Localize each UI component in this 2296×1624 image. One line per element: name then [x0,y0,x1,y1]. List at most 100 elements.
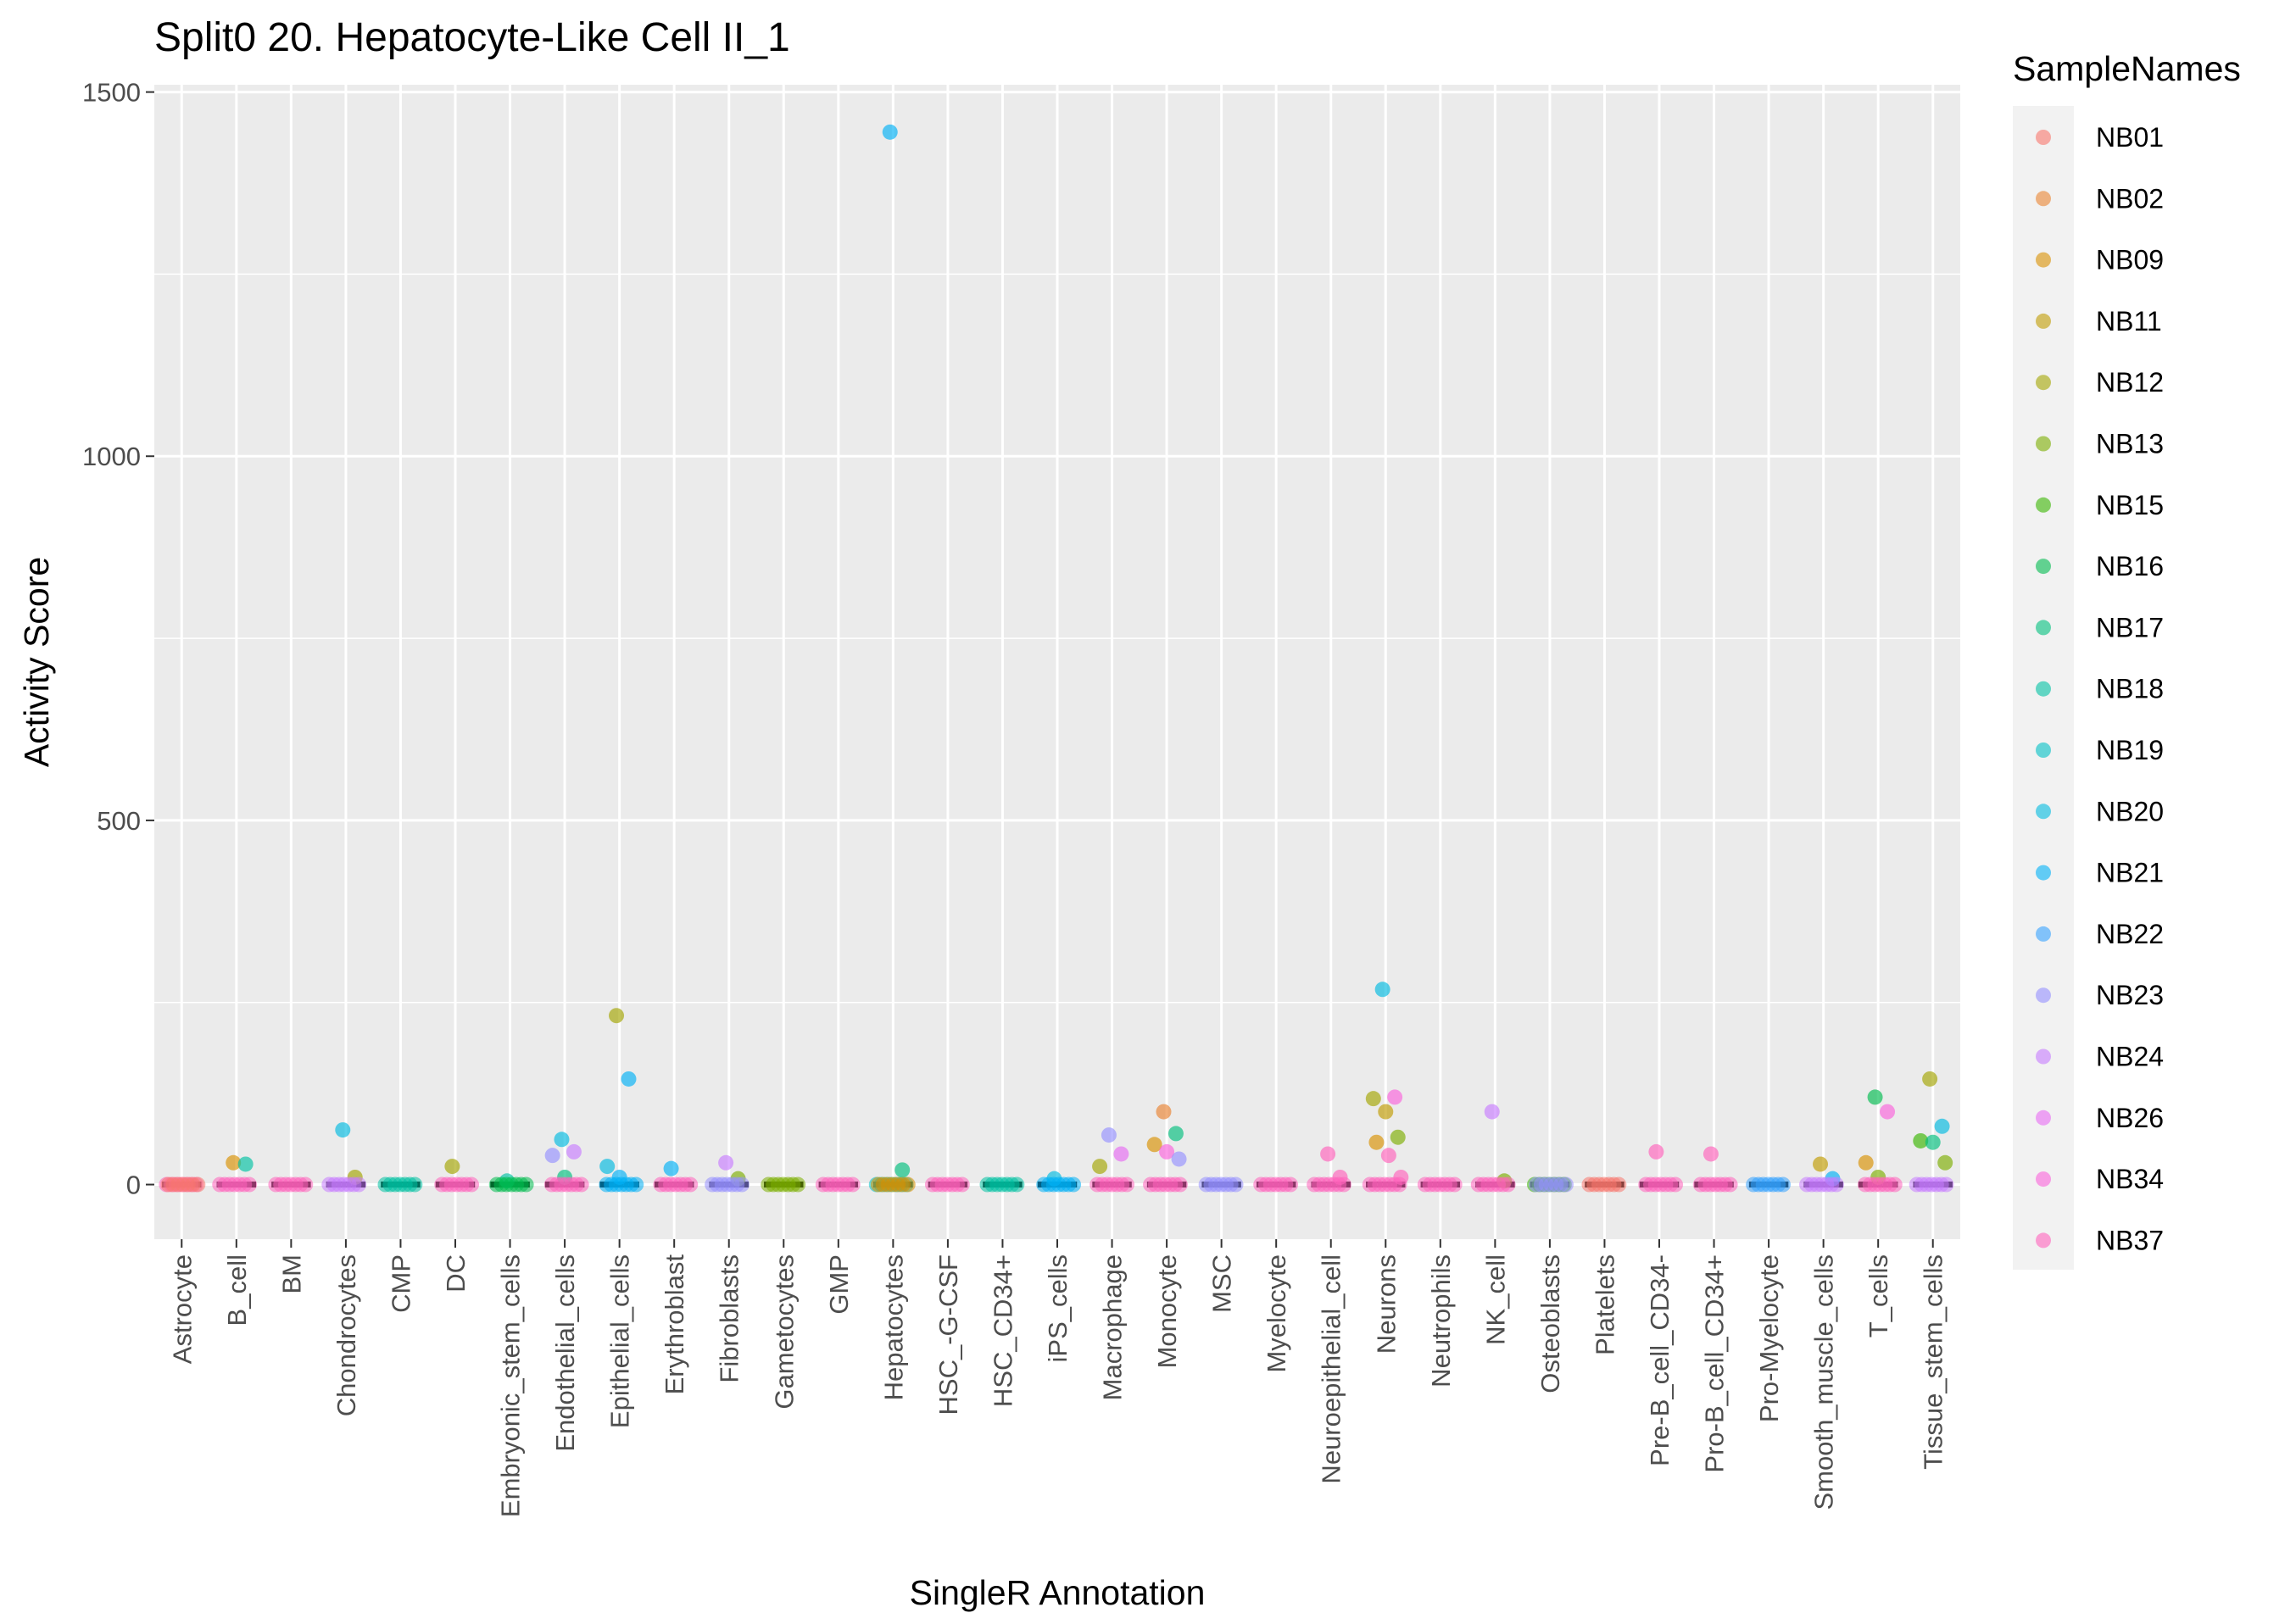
legend-label-nb34: NB34 [2096,1164,2164,1194]
data-point-nb02 [1156,1104,1172,1120]
x-tick-label: Chondrocytes [332,1254,361,1416]
data-point-nb20 [599,1159,616,1175]
legend-label-nb11: NB11 [2096,306,2162,336]
y-axis-title: Activity Score [17,557,56,767]
data-point-nb20 [554,1132,570,1148]
x-tick-label: iPS_cells [1043,1254,1073,1363]
data-point-nb18 [1009,1176,1025,1193]
data-point-nb11 [1378,1104,1394,1120]
x-tick-label: BM [276,1254,306,1294]
legend-label-nb20: NB20 [2096,796,2164,826]
x-tick-label: HSC_-G-CSF [933,1254,963,1415]
x-tick-label: Pro-Myelocyte [1754,1254,1784,1422]
legend-label-nb12: NB12 [2096,367,2164,398]
data-point-nb37 [844,1176,861,1193]
data-point-nb37 [573,1176,589,1193]
data-point-nb37 [1446,1176,1463,1193]
legend-label-nb16: NB16 [2096,551,2164,581]
legend-key-nb16 [2036,559,2051,575]
legend-label-nb15: NB15 [2096,490,2164,520]
data-point-nb24 [718,1154,734,1171]
legend-key-nb21 [2036,865,2051,881]
data-point-nb37 [1500,1176,1516,1193]
legend-key-nb19 [2036,742,2051,758]
data-point-nb34 [1880,1104,1896,1120]
legend-key-nb11 [2036,313,2051,329]
data-point-nb26 [1113,1146,1129,1162]
data-point-nb37 [954,1176,970,1193]
data-point-nb09 [226,1154,242,1171]
x-tick-label: NK_cell [1480,1254,1510,1345]
x-tick-label: Astrocyte [167,1254,197,1364]
data-point-nb18 [407,1176,423,1193]
data-point-nb22 [1775,1176,1791,1193]
data-point-nb37 [1283,1176,1299,1193]
x-tick-label: DC [441,1254,471,1293]
legend-key-nb37 [2036,1232,2051,1249]
legend-label-nb17: NB17 [2096,612,2164,642]
legend-key-nb17 [2036,620,2051,636]
data-point-nb12 [444,1159,460,1175]
data-point-nb20 [335,1122,351,1138]
legend-label-nb02: NB02 [2096,183,2164,214]
data-point-nb37 [1722,1176,1738,1193]
y-tick-label: 1500 [82,78,141,108]
x-axis-title: SingleR Annotation [910,1573,1206,1612]
legend-key-nb12 [2036,375,2051,391]
x-tick-label: Neurons [1371,1254,1401,1354]
data-points [159,124,1954,1193]
legend-label-nb23: NB23 [2096,980,2164,1010]
x-tick-label: Hepatocytes [878,1254,908,1400]
x-tick-label: Fibroblasts [715,1254,744,1383]
legend-label-nb22: NB22 [2096,919,2164,949]
data-point-nb13 [790,1176,806,1193]
x-tick-label: Pro-B_cell_CD34+ [1700,1254,1730,1473]
legend-label-nb26: NB26 [2096,1103,2164,1133]
data-point-nb37 [1391,1176,1407,1193]
data-point-nb12 [1365,1091,1381,1107]
x-axis: Astrocyte B_cell BM Chondrocytes CMP DC Embryo… [167,1239,1948,1517]
data-point-nb37 [1886,1176,1903,1193]
y-tick-label: 500 [97,806,141,836]
data-point-nb17 [894,1162,911,1178]
data-point-nb24 [1938,1176,1954,1193]
data-point-nb24 [351,1176,367,1193]
data-point-nb20 [1934,1118,1950,1134]
data-point-nb23 [1558,1176,1574,1193]
legend-key-nb09 [2036,252,2051,268]
data-point-nb17 [1168,1126,1184,1142]
data-point-nb21 [663,1160,679,1176]
data-point-nb21 [628,1176,644,1193]
y-axis: 0 500 1000 1500 [82,78,154,1200]
x-tick-label: Erythroblast [660,1254,689,1395]
data-point-nb09 [1858,1154,1874,1171]
legend-label-nb18: NB18 [2096,674,2164,704]
legend-key-nb13 [2036,436,2051,452]
data-point-nb16 [518,1176,534,1193]
data-point-nb34 [1387,1089,1403,1105]
legend-key-nb24 [2036,1048,2051,1065]
x-tick-label: Endothelial_cells [550,1254,580,1452]
data-point-nb37 [1118,1176,1134,1193]
legend-label-nb24: NB24 [2096,1042,2164,1072]
x-tick-label: Osteoblasts [1535,1254,1565,1393]
data-point-nb11 [1813,1156,1829,1172]
data-point-nb24 [566,1143,582,1160]
data-point-nb16 [1867,1089,1883,1105]
data-point-nb37 [683,1176,699,1193]
data-point-nb24 [1484,1104,1500,1120]
x-tick-label: Tissue_stem_cells [1919,1254,1948,1470]
data-point-nb20 [1374,982,1390,998]
data-point-nb12 [1922,1071,1938,1087]
data-point-nb23 [733,1176,750,1193]
data-point-nb37 [1702,1146,1719,1162]
x-tick-label: CMP [386,1254,415,1313]
x-tick-label: Macrophage [1098,1254,1128,1400]
data-point-nb13 [1390,1129,1406,1145]
legend-key-nb01 [2036,130,2051,145]
data-point-nb23 [544,1148,560,1164]
legend-label-nb13: NB13 [2096,429,2164,459]
data-point-nb18 [237,1156,254,1172]
data-point-nb09 [1368,1134,1385,1150]
